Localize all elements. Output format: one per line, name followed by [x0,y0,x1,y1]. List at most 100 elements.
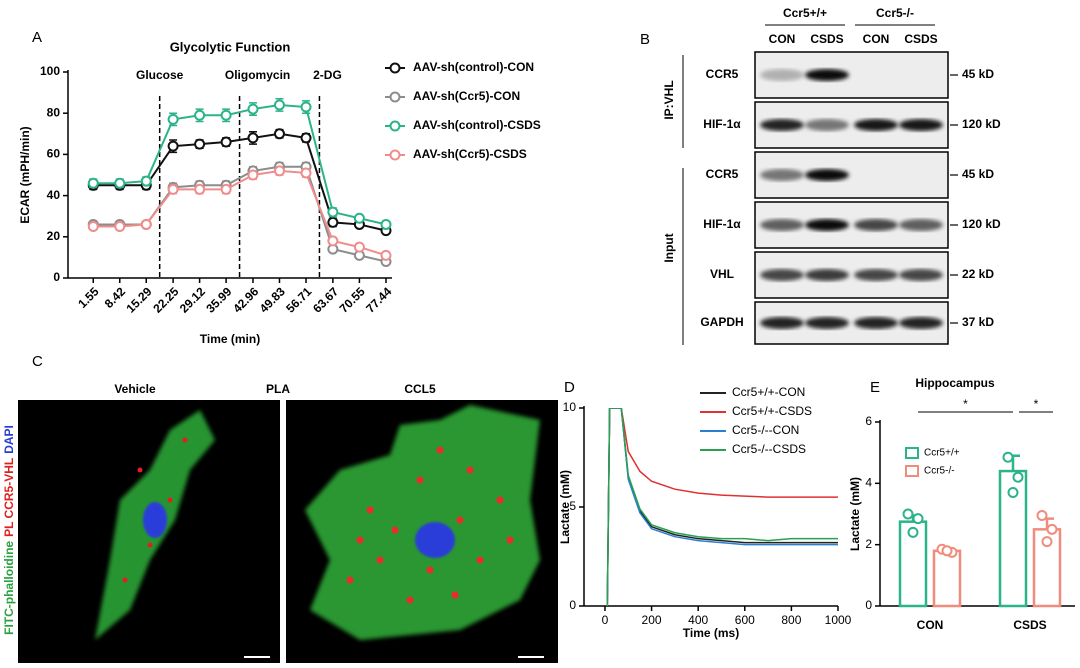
y-tick-label: 0 [865,598,872,612]
y-tick-label: 0 [569,598,576,612]
legend-marker [389,120,401,132]
legend-label: AAV-sh(Ccr5)-CSDS [413,147,527,161]
blot-band [760,219,804,231]
x-axis-label: Time (min) [200,332,260,346]
x-tick-label: CON [917,618,944,632]
legend-marker [905,447,919,459]
group-label: Input [662,233,676,262]
lane-label: CSDS [810,32,843,46]
size-label: 120 kD [962,217,1001,231]
row-label: HIF-1α [703,117,741,131]
data-point [87,221,99,232]
blot-band [805,269,849,281]
size-label: 37 kD [962,315,994,329]
data-point [273,165,285,177]
pla-dot [426,566,434,574]
x-tick-label: 1000 [825,613,852,627]
pla-dot [466,466,474,474]
legend-marker [389,149,401,161]
data-point [220,183,232,195]
blot-band [899,317,943,329]
y-tick-label: 20 [47,229,61,243]
blot-band [899,119,943,131]
trace-line [606,408,838,606]
legend-marker [389,91,401,103]
nucleus [143,502,167,538]
blot-band [805,119,849,131]
blot-band [805,169,849,181]
legend-label: AAV-sh(control)-CSDS [413,118,541,132]
data-point [912,513,924,525]
y-axis-label: ECAR (mPH/min) [18,126,32,223]
phase-label: Oligomycin [225,68,290,82]
blot-band [760,119,804,131]
blot-band [805,69,849,81]
blot-band [899,219,943,231]
phase-label: 2-DG [313,68,342,82]
data-point [1036,510,1048,522]
blot-band [760,69,804,81]
chart-title: Glycolytic Function [170,39,291,54]
data-point [247,132,259,144]
stain-name: DAPI [2,425,16,454]
y-tick-label: 6 [865,414,872,428]
data-point [167,113,179,125]
data-point [902,508,914,520]
y-tick-label: 100 [40,64,60,78]
data-point [194,109,206,121]
data-point [140,218,152,230]
size-label: 45 kD [962,167,994,181]
pla-dot [391,526,399,534]
pla-dot [366,506,374,514]
x-tick-label: 63.67 [310,284,341,315]
data-point [300,132,312,144]
lane-label: CSDS [904,32,937,46]
pla-dot [137,467,143,473]
x-tick-label: 42.96 [230,284,261,315]
pla-dot [476,556,484,564]
genotype-label: Ccr5+/+ [783,6,827,20]
x-tick-label: 70.55 [337,284,368,315]
blot-band [854,269,898,281]
data-point [220,136,232,148]
size-label: 22 kD [962,267,994,281]
panel-letter: B [640,31,650,48]
condition-label: Vehicle [114,382,156,396]
row-label: HIF-1α [703,217,741,231]
group-label: IP:VHL [662,80,676,119]
condition-label: CCL5 [404,382,436,396]
x-tick-label: 15.29 [123,284,154,315]
data-point [353,241,365,253]
blot-band [760,317,804,329]
y-tick-label: 0 [53,270,60,284]
x-axis-label: Time (ms) [683,626,739,640]
pla-dot [356,536,364,544]
pla-dot [147,542,153,548]
legend-marker [389,62,401,74]
y-axis-label: Lactate (mM) [848,477,862,551]
pla-dot [182,437,188,443]
x-tick-label: 200 [642,613,662,627]
data-point [1041,536,1053,548]
chart-title: Hippocampus [915,376,995,390]
pla-dot [376,556,384,564]
data-point [380,249,392,261]
row-label: VHL [710,267,734,281]
lane-label: CON [863,32,890,46]
pla-dot [456,516,464,524]
significance-label: * [1034,397,1039,411]
data-point [1002,451,1014,463]
data-point [220,109,232,121]
pla-dot [167,497,173,503]
data-point [140,175,152,187]
trace-line [606,408,838,606]
y-tick-label: 60 [47,147,61,161]
y-tick-label: 2 [865,537,872,551]
data-point [327,216,339,228]
legend-label: Ccr5+/+ [924,448,960,459]
data-point [87,177,99,189]
blot-band [760,269,804,281]
data-point [380,218,392,230]
blot-band [854,219,898,231]
data-point [353,212,365,224]
